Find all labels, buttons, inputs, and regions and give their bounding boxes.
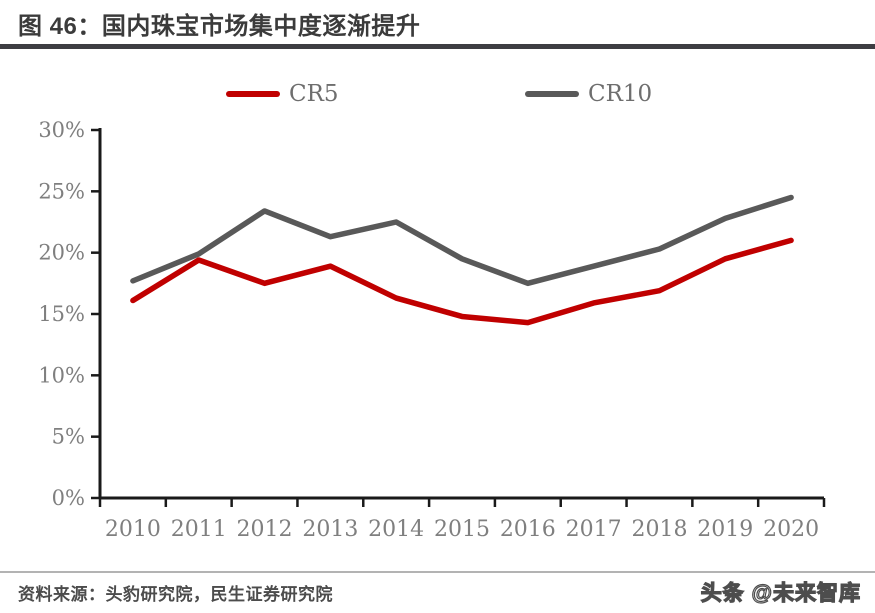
y-tick-label: 20% [38,241,85,265]
chart-canvas: 0% 5% 10% 15% 20% 25% 30% 2010 2011 2012 2013 2014 2… [38,118,826,542]
legend-label-cr10: CR10 [588,81,653,107]
cr10-line-swatch-icon [525,91,579,97]
x-tick-label: 2010 [105,517,161,542]
y-tick-label: 15% [38,302,85,326]
legend-item-cr5: CR5 [226,82,339,106]
x-tick-label: 2014 [368,517,424,542]
cr10-line [130,194,794,287]
x-tick-label: 2015 [434,517,490,542]
x-tick-label: 2017 [566,517,622,542]
cr5-line-swatch-icon [226,91,280,97]
y-tick-label: 0% [52,486,85,510]
y-tick-label: 25% [38,179,85,203]
footer-divider [0,571,875,573]
line-chart: 0% 5% 10% 15% 20% 25% 30% 2010 2011 2012 2013 2014 2… [0,108,875,568]
source-note: 资料来源：头豹研究院，民生证券研究院 [18,585,333,604]
legend-label-cr5: CR5 [289,81,339,107]
x-tick-label: 2020 [763,517,819,542]
x-tick-label: 2013 [302,517,358,542]
cr5-line [130,237,794,326]
figure-title: 图 46：国内珠宝市场集中度逐渐提升 [18,13,421,40]
x-tick-label: 2016 [500,517,556,542]
title-underline [0,44,875,49]
x-tick-label: 2019 [697,517,753,542]
x-tick-label: 2011 [171,517,227,542]
legend-item-cr10: CR10 [525,82,652,106]
y-tick-label: 5% [52,425,85,449]
x-tick-label: 2012 [237,517,293,542]
y-tick-label: 30% [38,118,85,142]
x-tick-label: 2018 [631,517,687,542]
y-tick-label: 10% [38,363,85,387]
watermark: 头条 @未来智库 [700,581,861,605]
